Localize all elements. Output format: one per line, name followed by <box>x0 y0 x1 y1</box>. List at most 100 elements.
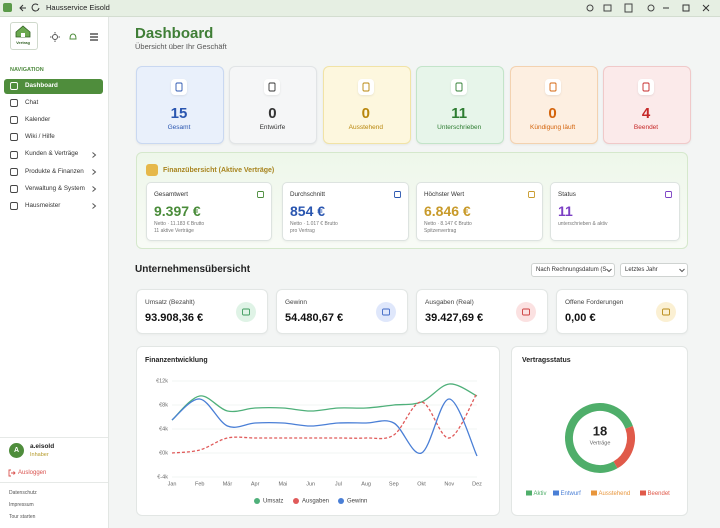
kpi-label: Gewinn <box>285 298 308 306</box>
footer-link[interactable]: Datenschutz <box>9 489 37 496</box>
legend-label: Entwurf <box>561 491 582 497</box>
icon-part <box>90 33 98 41</box>
x-tick-label: Okt <box>417 481 426 487</box>
status-card-value: 0 <box>548 104 557 122</box>
finance-title: Finanzübersicht (Aktive Verträge) <box>163 166 275 174</box>
icon-part <box>679 268 685 273</box>
icon-part <box>268 82 276 92</box>
filter-select[interactable] <box>531 263 615 277</box>
kpi-value: 54.480,67 € <box>285 311 344 324</box>
finance-card-note: pro Vertrag <box>290 227 315 234</box>
icon-part <box>92 186 97 192</box>
nav-item[interactable]: Hausmeister <box>25 201 61 209</box>
avatar <box>9 443 24 458</box>
legend-marker <box>640 490 646 496</box>
nav-icon <box>10 99 18 108</box>
icon-part <box>92 168 97 175</box>
filter-select[interactable] <box>620 263 688 277</box>
finance-card-icon <box>528 191 535 198</box>
donut-center-value: 18 <box>593 423 607 438</box>
finance-card-icon <box>665 191 672 198</box>
filter-value: Letztes Jahr <box>625 267 658 273</box>
finance-card-value: 6.846 € <box>424 203 471 219</box>
logout-icon <box>8 469 16 477</box>
icon-part <box>69 33 77 40</box>
icon-part <box>8 469 16 477</box>
nav-item[interactable]: Produkte & Finanzen <box>25 167 84 175</box>
legend-label: Umsatz <box>263 499 283 505</box>
logout-link[interactable]: Ausloggen <box>18 470 47 476</box>
icon-part <box>606 268 612 273</box>
legend-label: Beendet <box>648 491 671 497</box>
nav-icon <box>10 133 18 142</box>
nav-item[interactable]: Kalender <box>25 116 51 124</box>
finance-card-icon <box>257 191 264 198</box>
user-name: a.eisold <box>30 442 55 450</box>
finance-card-label: Status <box>558 190 576 198</box>
footer-link[interactable]: Impressum <box>9 501 34 508</box>
icon-part <box>15 25 31 38</box>
filter-value: Nach Rechnungsdatum (S <box>536 267 607 273</box>
line-series <box>171 398 478 457</box>
icon-part <box>10 167 18 176</box>
x-tick-label: Jun <box>306 481 315 487</box>
select-chevron <box>606 268 612 273</box>
y-tick-label: €-4k <box>157 474 168 480</box>
status-icon-glyph <box>642 82 650 92</box>
kpi-icon-glyph <box>662 308 670 316</box>
maximize-button[interactable] <box>682 4 690 12</box>
icon-part <box>10 150 18 159</box>
close-button[interactable] <box>702 4 710 12</box>
finance-card-value: 854 € <box>290 203 326 219</box>
toolbar-icon[interactable] <box>603 4 612 12</box>
status-icon-glyph <box>268 82 276 92</box>
nav-item[interactable]: Chat <box>25 99 39 106</box>
nav-item[interactable]: Kunden & Verträge <box>25 150 79 158</box>
kpi-value: 39.427,69 € <box>425 311 484 324</box>
nav-icon <box>10 202 18 210</box>
status-card-icon <box>638 79 654 95</box>
kpi-label: Ausgaben (Real) <box>425 298 474 306</box>
icon-part <box>10 184 18 193</box>
status-card-icon <box>357 79 374 95</box>
kpi-icon-glyph <box>242 308 250 316</box>
toolbar-icon[interactable] <box>586 4 594 12</box>
y-tick-label: €4k <box>159 426 168 432</box>
back-button[interactable] <box>19 4 26 12</box>
icon-part <box>455 82 463 92</box>
status-card-label: Unterschrieben <box>437 123 482 131</box>
finance-card-icon <box>394 191 401 198</box>
nav-item[interactable]: Dashboard <box>25 81 58 89</box>
finance-card-value: 11 <box>558 203 573 219</box>
status-card-value: 15 <box>170 104 188 122</box>
nav-chevron <box>92 168 97 175</box>
status-card-label: Ausstehend <box>348 123 383 131</box>
legend-marker <box>553 490 559 496</box>
status-icon-glyph <box>549 82 557 92</box>
icon-part <box>10 82 18 90</box>
kpi-value: 93.908,36 € <box>145 311 204 324</box>
logo-text: Vertrag <box>16 40 30 45</box>
toolbar-icon[interactable] <box>624 3 633 13</box>
kpi-label: Umsatz (Bezahlt) <box>145 298 195 306</box>
nav-active-bg <box>4 78 103 94</box>
status-card-icon <box>451 79 468 95</box>
sidebar <box>0 17 109 528</box>
status-card-icon <box>544 79 561 95</box>
status-card-icon <box>171 79 187 95</box>
reload-button[interactable] <box>31 3 40 12</box>
nav-item[interactable]: Wiki / Hilfe <box>25 133 55 141</box>
legend-marker <box>293 498 299 504</box>
finance-card-value: 9.397 € <box>154 203 201 219</box>
toolbar-icon[interactable] <box>647 4 655 12</box>
x-tick-label: Apr <box>251 481 260 487</box>
icon-part <box>528 191 535 198</box>
legend-label: Ausstehend <box>599 491 631 497</box>
icon-part <box>665 191 672 198</box>
footer-link[interactable]: Tour starten <box>9 513 36 520</box>
icon-part <box>642 82 650 92</box>
kpi-icon <box>236 302 256 322</box>
x-tick-label: Jul <box>335 481 342 487</box>
nav-item[interactable]: Verwaltung & System <box>25 184 85 192</box>
legend-marker <box>338 498 344 504</box>
